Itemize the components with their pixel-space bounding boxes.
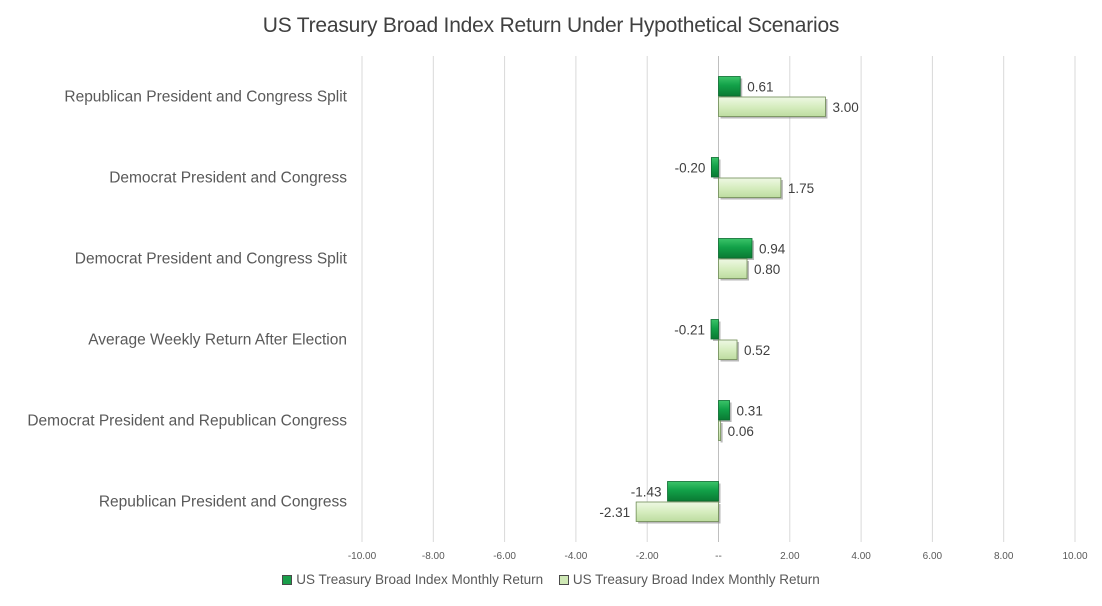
bar — [710, 157, 719, 178]
data-label: -1.43 — [631, 484, 662, 499]
x-tick-label: -2.00 — [636, 551, 659, 562]
legend-item-series-2: US Treasury Broad Index Monthly Return — [558, 572, 820, 587]
category-label: Democrat President and Congress — [109, 170, 347, 187]
bar — [635, 501, 719, 522]
bar-labels: 0.61 3.00 -0.20 1.75 0.94 0.80 -0.21 0.52 0.31 0.… — [599, 79, 858, 520]
data-label: -0.20 — [675, 160, 706, 175]
category-label: Democrat President and Republican Congre… — [27, 413, 347, 430]
data-label: -2.31 — [599, 505, 630, 520]
data-label: 0.31 — [737, 403, 763, 418]
bar — [718, 76, 741, 97]
data-label: 0.52 — [744, 343, 770, 358]
bar — [667, 481, 719, 502]
bar — [710, 319, 719, 340]
category-label: Republican President and Congress Split — [64, 89, 347, 106]
legend: US Treasury Broad Index Monthly Return U… — [0, 572, 1102, 588]
bar-shadow — [720, 423, 723, 443]
bar — [718, 177, 782, 198]
category-label: Republican President and Congress — [99, 494, 347, 511]
legend-label-series-2: US Treasury Broad Index Monthly Return — [572, 572, 820, 587]
legend-label-series-1: US Treasury Broad Index Monthly Return — [296, 572, 544, 587]
x-tick-label: -10.00 — [348, 551, 377, 562]
bar — [718, 96, 826, 117]
bar — [718, 420, 722, 441]
x-tick-label: 2.00 — [780, 551, 800, 562]
data-label: 0.06 — [728, 424, 754, 439]
bar — [718, 339, 738, 360]
category-labels: Republican President and Congress Split D… — [27, 89, 347, 511]
x-tick-label: 6.00 — [923, 551, 943, 562]
bar — [718, 238, 753, 259]
data-label: -0.21 — [674, 322, 705, 337]
category-label: Democrat President and Congress Split — [75, 251, 348, 268]
legend-swatch-dark-green — [282, 574, 293, 585]
x-tick-label: 4.00 — [851, 551, 871, 562]
x-tick-label: 10.00 — [1062, 551, 1087, 562]
gridlines — [361, 56, 1076, 542]
bar — [718, 258, 748, 279]
x-tick-label: -6.00 — [493, 551, 516, 562]
data-label: 1.75 — [788, 181, 814, 196]
bar — [718, 400, 730, 421]
x-axis-tick-labels: -10.00 -8.00 -6.00 -4.00 -2.00 -- 2.00 4.00 6.00… — [348, 551, 1088, 562]
data-label: 0.80 — [754, 262, 780, 277]
x-tick-label: -- — [715, 551, 722, 562]
legend-item-series-1: US Treasury Broad Index Monthly Return — [282, 572, 543, 587]
x-tick-label: -8.00 — [422, 551, 445, 562]
data-label: 0.61 — [747, 79, 773, 94]
x-tick-label: -4.00 — [565, 551, 588, 562]
chart-title: US Treasury Broad Index Return Under Hyp… — [262, 14, 840, 37]
data-label: 0.94 — [759, 241, 786, 256]
bars — [635, 76, 828, 524]
data-label: 3.00 — [832, 100, 858, 115]
x-tick-label: 8.00 — [994, 551, 1014, 562]
legend-swatch-light-green — [558, 574, 569, 585]
category-label: Average Weekly Return After Election — [88, 332, 347, 349]
